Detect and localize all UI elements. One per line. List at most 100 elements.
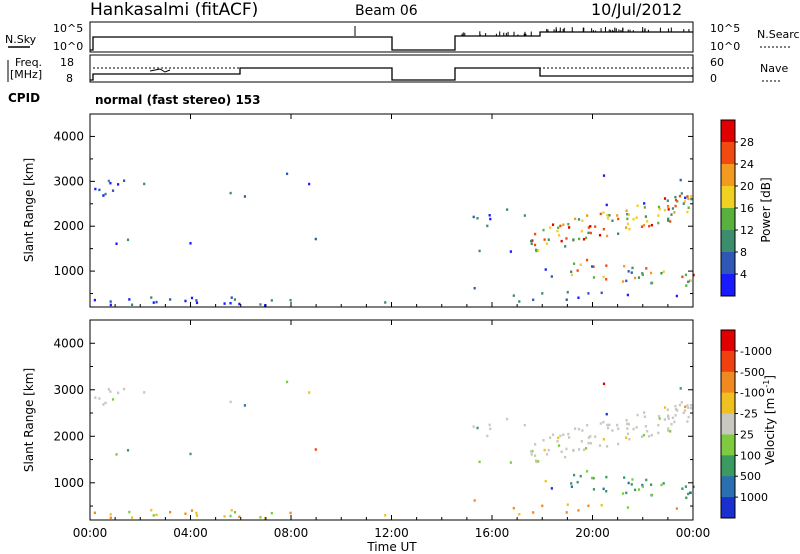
power-cell bbox=[628, 227, 631, 231]
power-cell bbox=[530, 242, 533, 246]
power-cell bbox=[109, 300, 112, 303]
colorbar-segment bbox=[721, 434, 735, 456]
velocity-cell bbox=[577, 427, 581, 431]
velocity-cell bbox=[600, 503, 603, 507]
velocity-cell bbox=[667, 427, 670, 430]
power-cell bbox=[658, 207, 661, 211]
power-cell bbox=[621, 280, 625, 283]
colorbar-segment bbox=[721, 142, 735, 165]
power-cell bbox=[657, 221, 660, 225]
velocity-cell bbox=[229, 400, 232, 404]
power-cell bbox=[512, 294, 515, 297]
power-cell bbox=[674, 198, 678, 202]
velocity-cell bbox=[616, 423, 619, 427]
velocity-cell bbox=[289, 511, 292, 515]
power-cell bbox=[572, 238, 575, 241]
velocity-cell bbox=[587, 441, 590, 445]
velocity-cell bbox=[689, 491, 692, 495]
power-cell bbox=[169, 298, 172, 301]
power-cell bbox=[671, 207, 675, 210]
velocity-cell bbox=[169, 510, 172, 514]
velocity-cell bbox=[640, 435, 644, 438]
power-cell bbox=[678, 194, 682, 198]
velocity-cell bbox=[523, 423, 526, 427]
power-cell bbox=[111, 189, 115, 192]
power-cell bbox=[608, 214, 611, 217]
velocity-cell bbox=[579, 474, 582, 478]
velocity-cell bbox=[682, 411, 685, 415]
velocity-cell bbox=[574, 427, 577, 430]
velocity-cell bbox=[518, 512, 521, 516]
velocity-cell bbox=[587, 436, 590, 439]
velocity-cell bbox=[577, 448, 581, 451]
power-cell bbox=[626, 217, 629, 221]
velocity-cell bbox=[116, 391, 120, 395]
beam-title: Beam 06 bbox=[355, 3, 418, 19]
velocity-cell bbox=[230, 509, 233, 512]
power-cell bbox=[263, 304, 267, 307]
freq-label-2: [MHz] bbox=[10, 68, 42, 81]
velocity-cell bbox=[570, 482, 573, 485]
velocity-cell bbox=[195, 514, 199, 517]
power-cell bbox=[690, 197, 693, 201]
velocity-cell bbox=[572, 473, 576, 477]
velocity-cell bbox=[633, 488, 637, 492]
velocity-cell bbox=[102, 403, 105, 406]
power-cell bbox=[541, 292, 544, 295]
velocity-cell bbox=[673, 420, 676, 424]
power-cell bbox=[535, 249, 538, 253]
cpid-value: normal (fast stereo) 153 bbox=[95, 93, 261, 107]
power-cell bbox=[680, 192, 683, 195]
power-cell bbox=[93, 298, 96, 302]
power-cell bbox=[602, 211, 605, 214]
power-cell bbox=[667, 217, 670, 221]
power-cell bbox=[683, 200, 687, 203]
colorbar-segment bbox=[721, 476, 735, 498]
power-cell bbox=[565, 298, 568, 301]
power-cell bbox=[689, 279, 692, 283]
nsky-tick-top: 10^5 bbox=[53, 22, 83, 35]
velocity-cell bbox=[259, 516, 262, 519]
power-cell bbox=[523, 214, 526, 217]
velocity-cell bbox=[476, 426, 479, 430]
y-tick-label: 1000 bbox=[53, 476, 84, 490]
power-cell bbox=[533, 232, 537, 236]
power-cell bbox=[577, 296, 580, 300]
colorbar-tick-label: -500 bbox=[740, 366, 765, 379]
power-cell bbox=[649, 271, 653, 275]
x-tick-label: 16:00 bbox=[475, 526, 510, 540]
velocity-cell bbox=[643, 415, 646, 418]
nave-tick-top: 60 bbox=[710, 56, 724, 69]
velocity-cell bbox=[675, 507, 678, 510]
velocity-cell bbox=[473, 499, 476, 502]
power-cell bbox=[489, 217, 492, 221]
power-cell bbox=[184, 299, 187, 303]
power-cell bbox=[189, 242, 192, 245]
velocity-cell bbox=[189, 452, 192, 456]
velocity-cell bbox=[667, 415, 670, 418]
velocity-cell bbox=[128, 510, 131, 514]
colorbar-segment bbox=[721, 208, 735, 231]
velocity-cell bbox=[606, 426, 610, 430]
power-cell bbox=[581, 219, 584, 222]
velocity-cell bbox=[581, 429, 584, 432]
power-cell bbox=[626, 212, 629, 216]
power-cell bbox=[606, 214, 609, 217]
velocity-cell bbox=[602, 487, 605, 491]
y-tick-label: 3000 bbox=[53, 174, 84, 188]
power-cell bbox=[574, 217, 577, 221]
freq-label-1: Freq. bbox=[15, 56, 42, 69]
date-title: 10/Jul/2012 bbox=[591, 0, 682, 19]
colorbar-segment bbox=[721, 413, 735, 435]
velocity-cell bbox=[651, 493, 654, 497]
power-cell bbox=[663, 208, 666, 212]
power-cell bbox=[594, 225, 597, 228]
velocity-cell bbox=[643, 411, 646, 414]
power-cell bbox=[625, 279, 628, 283]
velocity-cell bbox=[384, 514, 387, 517]
velocity-cell bbox=[545, 453, 549, 456]
power-cell bbox=[687, 206, 690, 209]
velocity-cell bbox=[648, 434, 651, 438]
velocity-cell bbox=[687, 492, 690, 496]
power-cell bbox=[646, 220, 649, 223]
